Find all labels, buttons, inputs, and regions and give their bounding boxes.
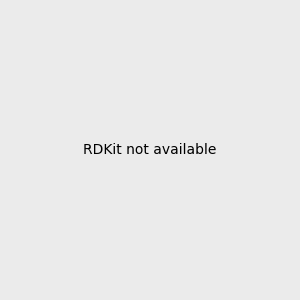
- Text: RDKit not available: RDKit not available: [83, 143, 217, 157]
